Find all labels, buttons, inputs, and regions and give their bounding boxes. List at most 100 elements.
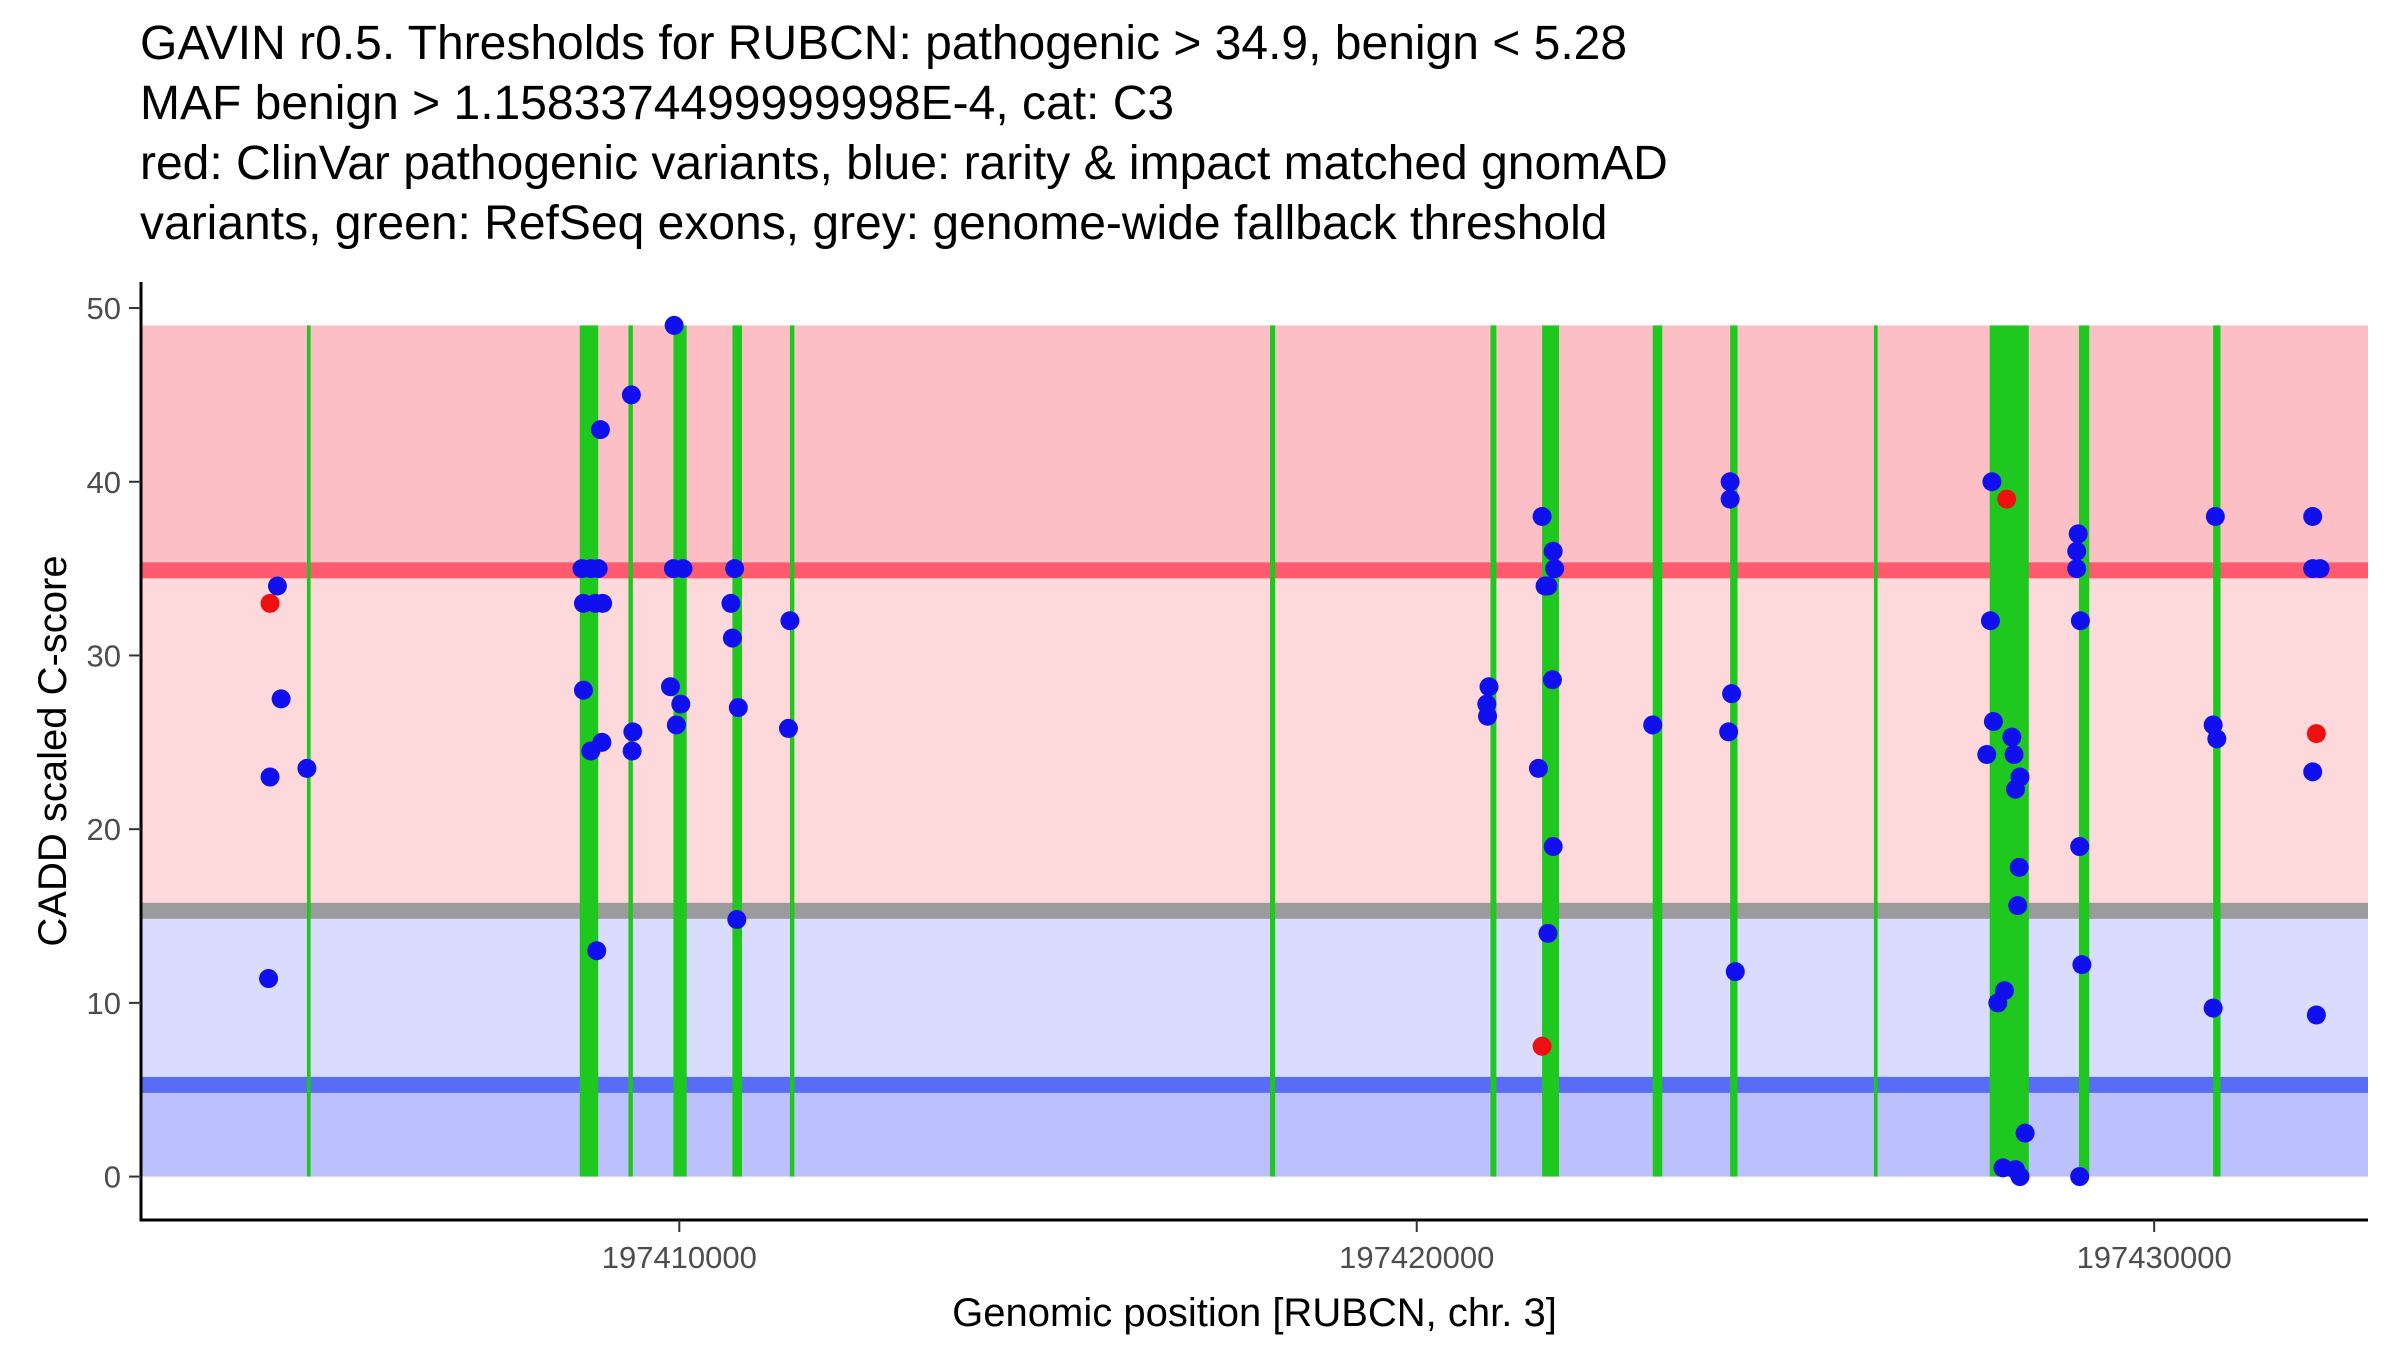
gnomad-variant-point [2070, 837, 2090, 857]
x-tick-label: 197430000 [2077, 1240, 2232, 1275]
title-line-4: variants, green: RefSeq exons, grey: gen… [140, 197, 1608, 250]
exon-7 [1269, 325, 1276, 1177]
gnomad-variant-point [660, 677, 680, 697]
y-axis-ticks: 0 10 20 30 40 50 [87, 291, 141, 1195]
gnomad-variant-point [621, 385, 641, 405]
gnomad-variant-point [593, 593, 613, 613]
x-axis-ticks: 197410000 197420000 197430000 [602, 1220, 2232, 1275]
gnomad-variant-point [1479, 677, 1499, 697]
gnomad-variant-point [2006, 779, 2026, 799]
exon-8 [1490, 325, 1497, 1177]
x-tick-label: 197420000 [1339, 1240, 1494, 1275]
gnomad-variant-point [1478, 706, 1498, 726]
gnomad-variant-point [2002, 727, 2022, 747]
gnomad-variant-point [2009, 857, 2029, 877]
gnomad-variant-point [623, 722, 643, 742]
x-axis-title: Genomic position [RUBCN, chr. 3] [952, 1291, 1557, 1335]
gnomad-variant-point [2070, 611, 2090, 631]
y-tick-label: 30 [87, 638, 121, 673]
benign-threshold [141, 1076, 2368, 1093]
variant-points [259, 315, 2330, 1187]
gnomad-variant-point [271, 689, 291, 709]
gnomad-variant-point [1977, 744, 1997, 764]
y-tick-label: 40 [87, 465, 121, 500]
gnomad-variant-point [2068, 524, 2088, 544]
gnomad-variant-point [1988, 993, 2008, 1013]
gnomad-variant-point [2072, 955, 2092, 975]
gnomad-variant-point [725, 559, 745, 579]
gnomad-variant-point [2205, 507, 2225, 526]
axes [139, 282, 2368, 1222]
gnomad-variant-point [1538, 576, 1558, 596]
gnomad-variant-point [1542, 670, 1562, 690]
gnomad-variant-point [622, 741, 642, 761]
gnomad-variant-point [2303, 762, 2323, 782]
gnomad-variant-point [722, 628, 742, 648]
gnomad-variant-point [2203, 998, 2223, 1018]
chart-title: GAVIN r0.5. Thresholds for RUBCN: pathog… [140, 14, 1668, 254]
gnomad-variant-point [259, 969, 279, 989]
gnomad-variant-point [778, 718, 798, 738]
clinvar-pathogenic-point [1997, 489, 2017, 509]
gnomad-variant-point [1725, 962, 1745, 982]
gnomad-variant-point [1720, 472, 1740, 492]
y-tick-label: 50 [87, 291, 121, 326]
threshold-lines [141, 562, 2368, 1093]
gnomad-variant-point [1528, 758, 1548, 778]
gnomad-variant-point [260, 767, 280, 787]
y-tick-label: 20 [87, 812, 121, 847]
gnomad-variant-point [1722, 684, 1742, 704]
exon-4 [673, 325, 687, 1177]
gnomad-variant-point [1543, 541, 1563, 561]
gnomad-variant-point [671, 694, 691, 714]
exon-9 [1542, 325, 1560, 1177]
gnomad-variant-point [727, 909, 747, 929]
gnomad-variant-point [2010, 1167, 2030, 1187]
clinvar-pathogenic-point [260, 593, 280, 613]
gnomad-variant-point [1982, 472, 2002, 492]
gnomad-variant-point [780, 611, 800, 631]
gnomad-variant-point [673, 559, 693, 579]
gnomad-variant-point [590, 420, 610, 440]
fallback-threshold [141, 902, 2368, 919]
gnomad-variant-point [592, 732, 612, 752]
gnomad-variant-point [2004, 744, 2024, 764]
pathogenic-threshold [141, 562, 2368, 579]
gnomad-variant-point [297, 758, 317, 778]
gnomad-variant-point [2015, 1123, 2035, 1143]
exon-6 [789, 325, 795, 1177]
uncertain-upper-zone [141, 570, 2368, 911]
gnomad-variant-point [1532, 507, 1552, 526]
gnomad-variant-point [267, 576, 287, 596]
exon-15 [2213, 325, 2221, 1177]
pathogenic-zone [141, 325, 2368, 571]
gnomad-variant-point [588, 559, 608, 579]
exon-5 [732, 325, 742, 1177]
gnomad-variant-point [2303, 507, 2323, 526]
gnomad-variant-point [2008, 896, 2028, 916]
gnomad-variant-point [1720, 489, 1740, 509]
exon-11 [1730, 325, 1738, 1177]
gnomad-variant-point [2310, 559, 2330, 579]
gnomad-variant-point [728, 698, 748, 718]
x-tick-label: 197410000 [602, 1240, 757, 1275]
gnomad-variant-point [664, 315, 684, 335]
title-line-3: red: ClinVar pathogenic variants, blue: … [140, 137, 1668, 190]
gnomad-variant-point [1983, 711, 2003, 731]
y-tick-label: 0 [104, 1160, 121, 1195]
gnomad-variant-point [1643, 715, 1663, 735]
clinvar-pathogenic-point [1532, 1036, 1552, 1056]
gnomad-variant-point [2070, 1167, 2090, 1187]
title-line-1: GAVIN r0.5. Thresholds for RUBCN: pathog… [140, 17, 1628, 70]
title-line-2: MAF benign > 1.1583374499999998E-4, cat:… [140, 77, 1175, 130]
gnomad-variant-point [1545, 559, 1565, 579]
gnomad-variant-point [1719, 722, 1739, 742]
gnomad-variant-point [587, 941, 607, 961]
gnomad-variant-point [721, 593, 741, 613]
exon-14 [2078, 325, 2090, 1177]
gnomad-variant-point [573, 680, 593, 700]
gnomad-variant-point [1543, 837, 1563, 857]
exon-12 [1873, 325, 1878, 1177]
gnomad-variant-point [2067, 541, 2087, 561]
